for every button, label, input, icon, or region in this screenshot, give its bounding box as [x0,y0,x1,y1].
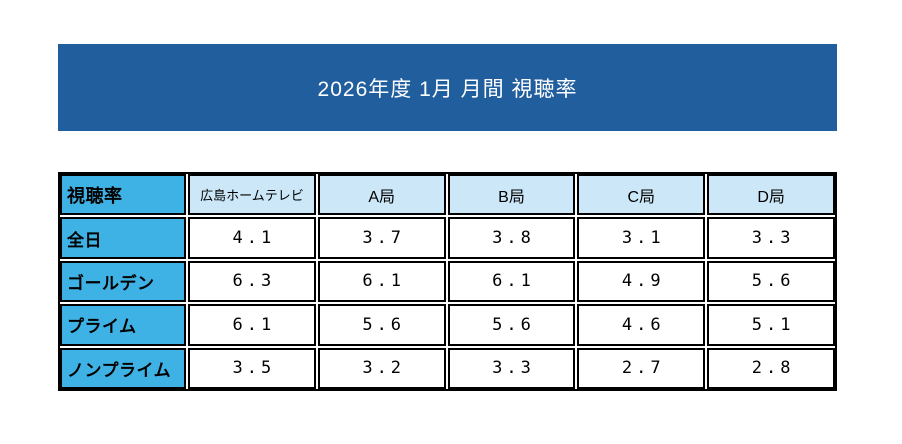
value-cell: 4.6 [577,304,706,346]
column-header-hiroshima-home-tv: 広島ホームテレビ [188,174,316,216]
column-header-station-a: A局 [317,174,446,216]
value-cell: 3.8 [447,217,576,259]
value-cell: 3.2 [317,347,446,389]
column-header-station-b: B局 [447,174,576,216]
value-cell: 6.1 [447,260,576,303]
value-cell: 5.6 [707,260,835,303]
column-header-station-c: C局 [577,174,706,216]
value-cell: 3.3 [447,347,576,389]
value-cell: 6.3 [188,260,316,303]
row-header-prime: プライム [60,304,186,346]
value-cell: 3.5 [188,347,316,389]
column-header-station-d: D局 [707,174,835,216]
value-cell: 5.1 [707,304,835,346]
ratings-table: 視聴率 広島ホームテレビ A局 B局 C局 D局 全日 4.1 3.7 3.8 … [58,172,837,391]
value-cell: 2.8 [707,347,835,389]
value-cell: 3.7 [317,217,446,259]
row-header-nonprime: ノンプライム [60,347,186,389]
value-cell: 4.1 [188,217,316,259]
value-cell: 6.1 [317,260,446,303]
value-cell: 5.6 [317,304,446,346]
page-title: 2026年度 1月 月間 視聴率 [317,77,578,101]
row-header-zennichi: 全日 [60,217,186,259]
row-header-golden: ゴールデン [60,260,186,303]
title-banner: 2026年度 1月 月間 視聴率 [58,44,837,131]
corner-header-shichoritsu: 視聴率 [60,174,186,216]
value-cell: 4.9 [577,260,706,303]
value-cell: 6.1 [188,304,316,346]
value-cell: 3.3 [707,217,835,259]
value-cell: 5.6 [447,304,576,346]
value-cell: 2.7 [577,347,706,389]
value-cell: 3.1 [577,217,706,259]
